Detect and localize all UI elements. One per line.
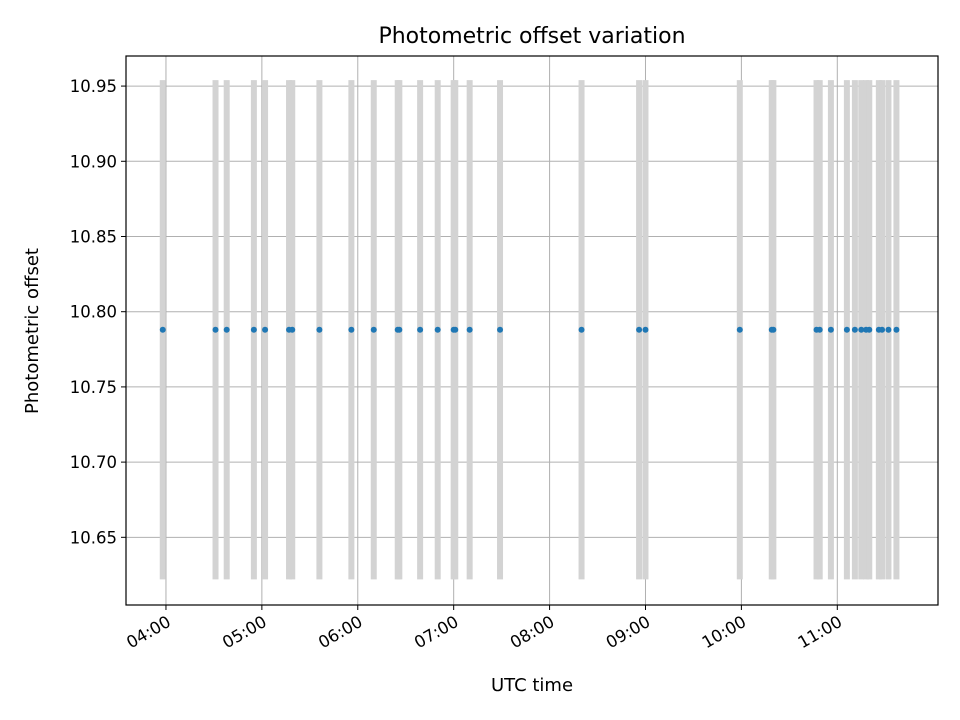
data-point [289,326,296,333]
grid [126,56,938,605]
data-point [885,326,892,333]
chart-title: Photometric offset variation [378,24,685,49]
data-point [434,326,441,333]
y-tick-label: 10.65 [70,528,117,547]
data-points [159,326,900,333]
data-point [858,326,865,333]
y-axis-label: Photometric offset [22,248,43,414]
y-tick-label: 10.80 [70,303,117,322]
data-point [212,326,219,333]
data-point [417,326,424,333]
data-point [223,326,230,333]
data-point [348,326,355,333]
data-point [466,326,473,333]
data-point [816,326,823,333]
plot-frame [125,55,939,606]
data-point [396,326,403,333]
data-point [851,326,858,333]
data-point [636,326,643,333]
data-point [736,326,743,333]
y-axis-ticks: 10.65 10.70 10.75 10.80 10.85 10.90 10.95 [70,77,126,547]
data-point [843,326,850,333]
data-point [578,326,585,333]
data-point [642,326,649,333]
data-point [827,326,834,333]
data-point [893,326,900,333]
y-tick-label: 10.95 [70,77,117,96]
y-tick-label: 10.90 [70,152,117,171]
data-point [159,326,166,333]
x-axis-label: UTC time [491,675,573,696]
data-point [497,326,504,333]
data-point [866,326,873,333]
y-tick-label: 10.75 [70,378,117,397]
data-point [452,326,459,333]
data-point [879,326,886,333]
data-point [370,326,377,333]
data-point [770,326,777,333]
y-tick-label: 10.85 [70,227,117,246]
y-tick-label: 10.70 [70,453,117,472]
data-point [262,326,269,333]
data-point [250,326,257,333]
data-point [316,326,323,333]
